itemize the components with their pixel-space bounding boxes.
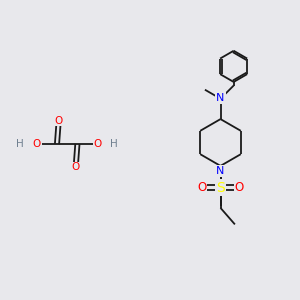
Text: O: O <box>32 139 41 149</box>
Text: O: O <box>72 162 80 172</box>
Text: H: H <box>16 139 24 149</box>
Text: N: N <box>216 166 225 176</box>
Text: H: H <box>110 139 118 149</box>
Text: S: S <box>216 181 225 194</box>
Text: O: O <box>197 181 206 194</box>
Text: N: N <box>216 93 225 103</box>
Text: O: O <box>94 139 102 149</box>
Text: O: O <box>54 116 63 126</box>
Text: O: O <box>235 181 244 194</box>
